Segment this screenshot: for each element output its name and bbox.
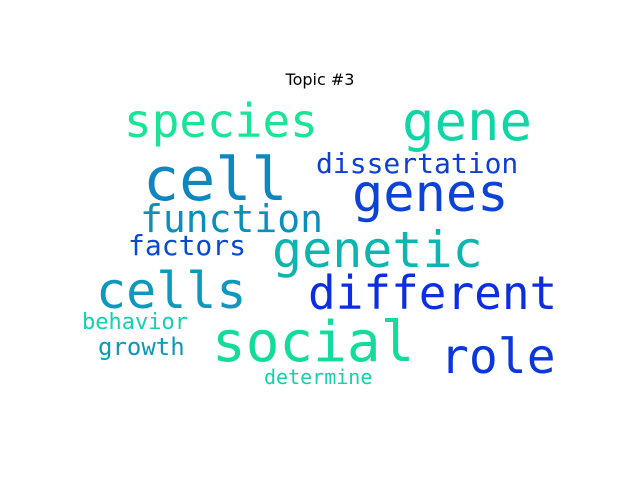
word-role: role [440, 329, 556, 385]
word-cells: cells [96, 262, 247, 320]
word-different: different [308, 266, 558, 320]
word-behavior: behavior [82, 310, 188, 335]
word-determine: determine [264, 365, 373, 389]
word-function: function [140, 197, 324, 241]
word-species: species [124, 94, 318, 148]
word-gene: gene [402, 90, 533, 153]
word-cell: cell [143, 145, 288, 215]
figure-title: Topic #3 [285, 70, 355, 89]
word-growth: growth [98, 333, 185, 361]
word-genetic: genetic [272, 221, 483, 279]
word-genes: genes [352, 164, 509, 224]
word-factors: factors [128, 229, 247, 262]
word-dissertation: dissertation [316, 147, 519, 180]
word-social: social [212, 310, 415, 375]
